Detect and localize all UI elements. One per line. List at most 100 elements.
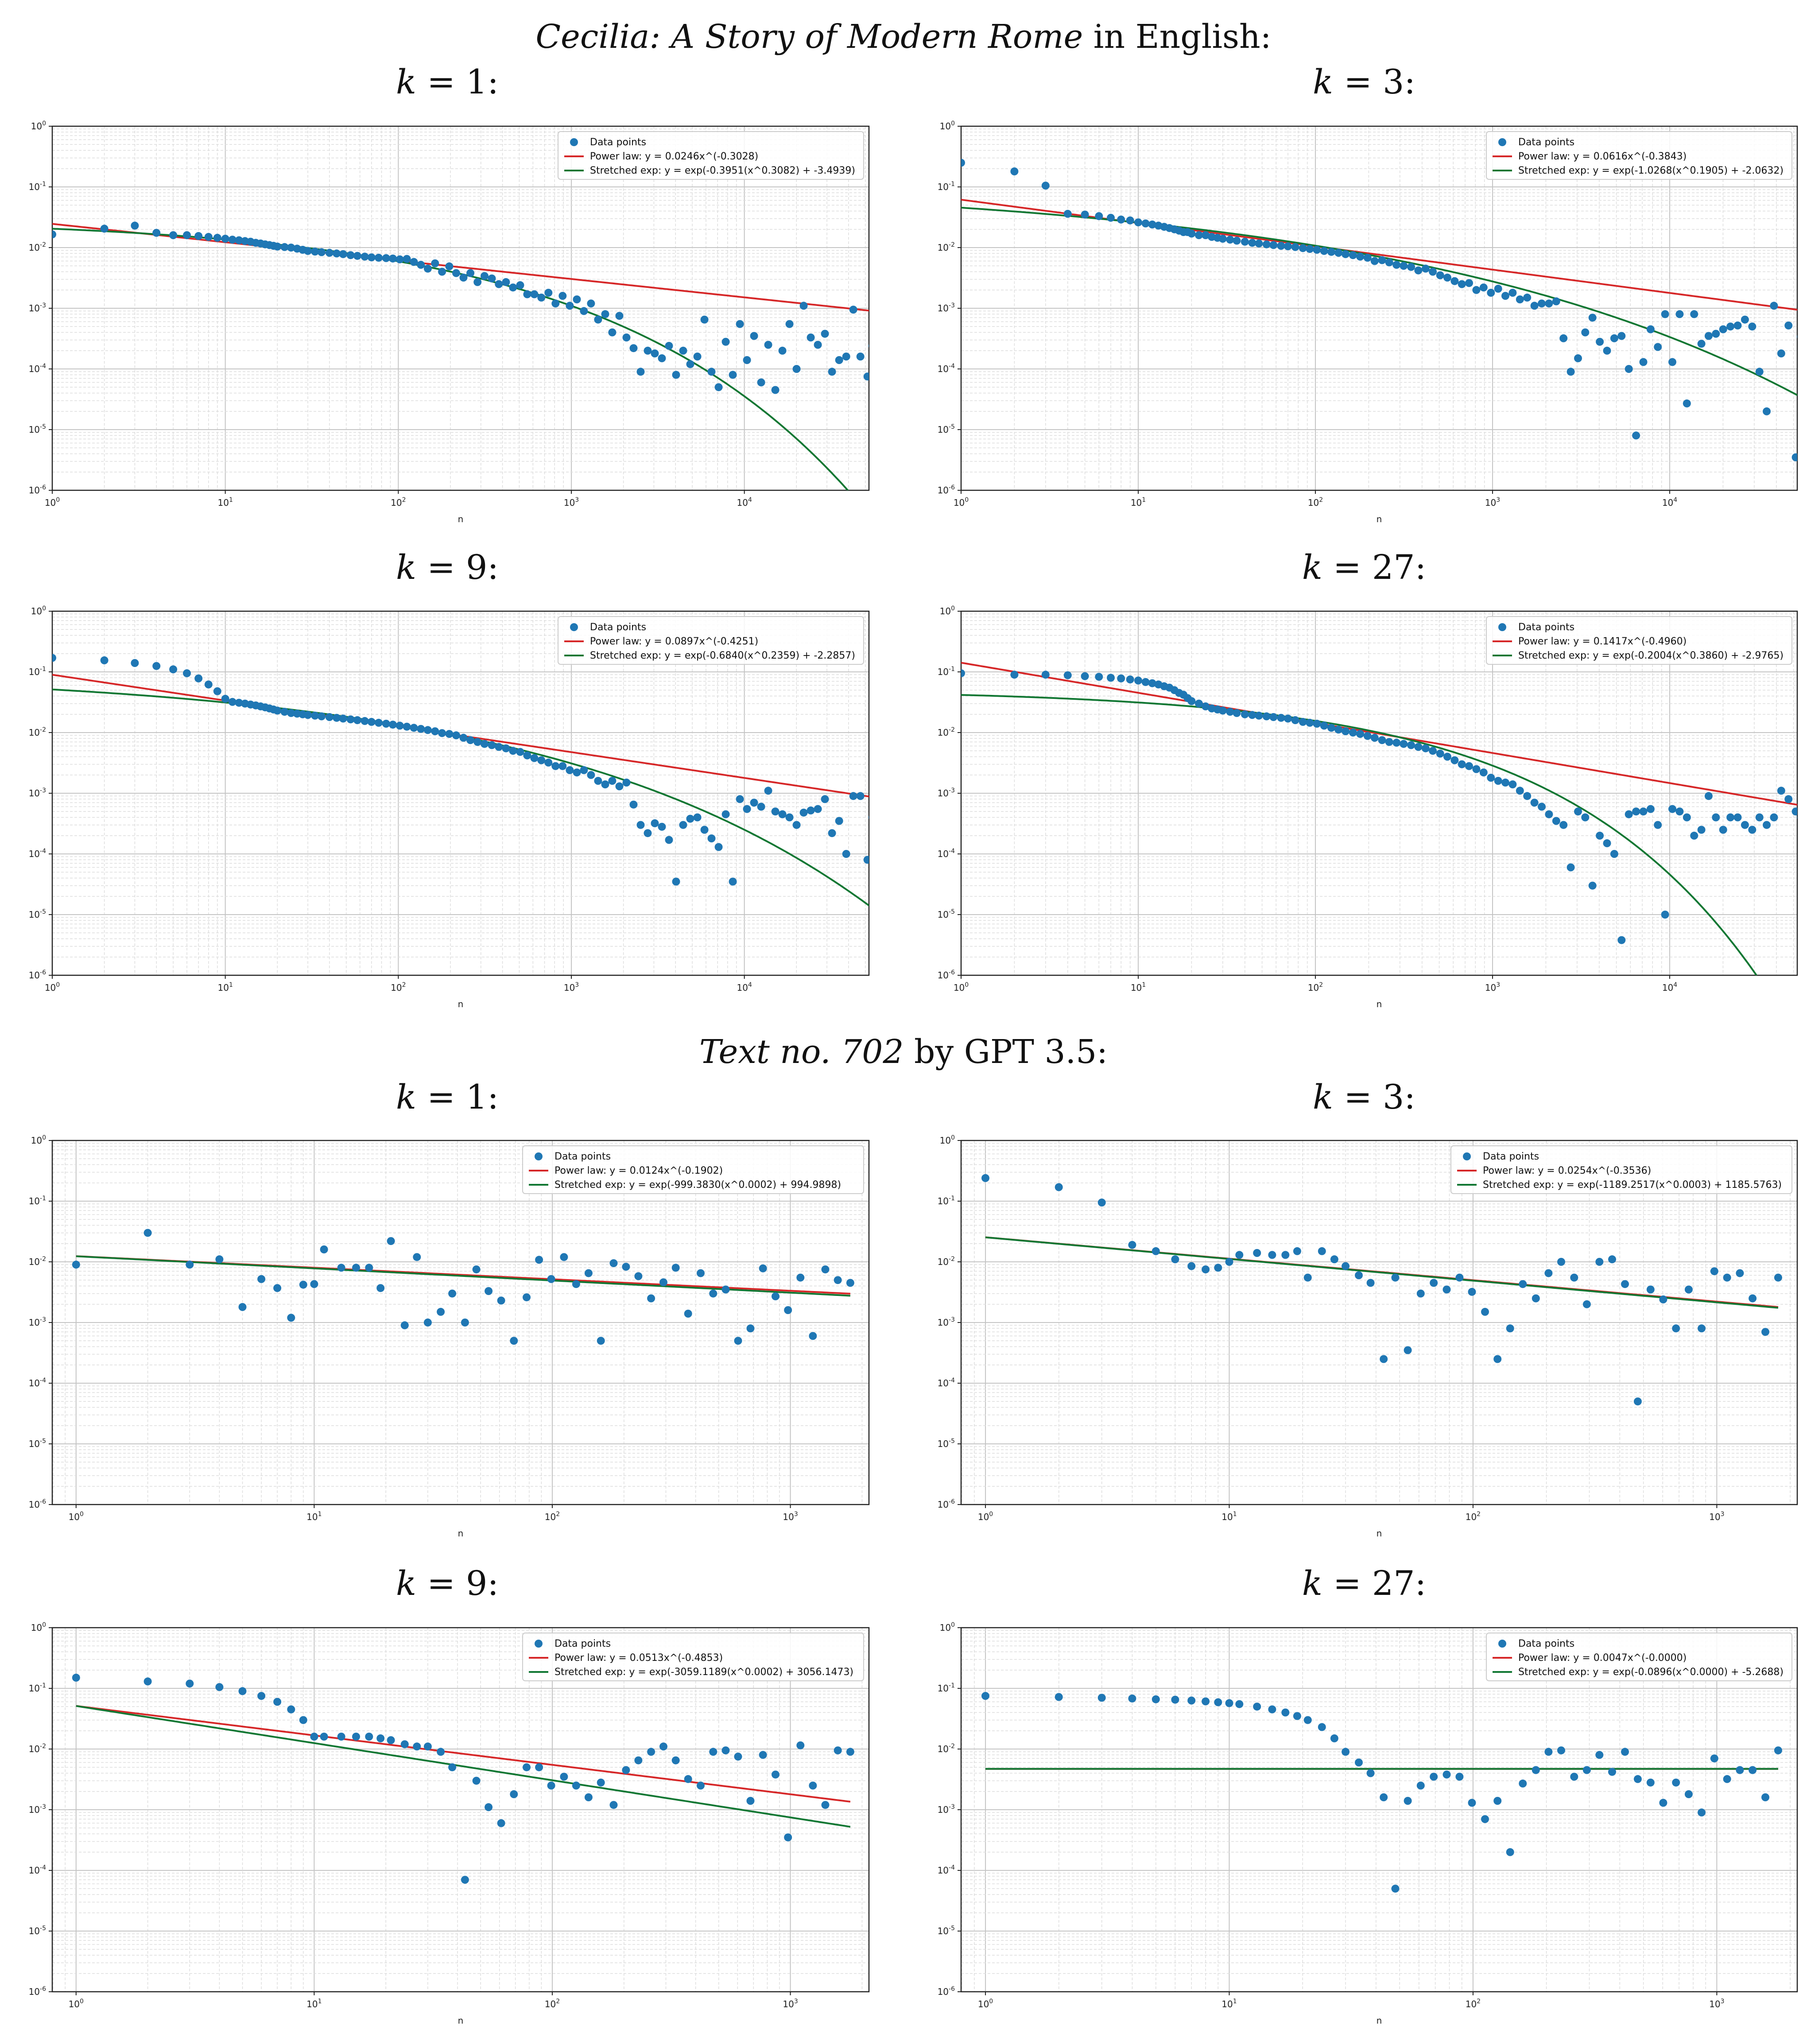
data-point [573,295,581,303]
data-point [273,706,282,715]
chart-cecilia-k3: 100 101 102 103 104 10-6 10-5 10-4 10-3 10-2 10-1 1… [938,120,1798,524]
data-point [1187,229,1196,238]
data-point [497,1296,505,1305]
grid [52,126,869,491]
data-point [1356,252,1365,261]
y-tick-label: 10-4 [29,363,47,374]
data-point [1588,881,1597,890]
data-point [1010,167,1019,175]
data-point [346,251,355,260]
data-points [52,221,869,394]
data-point [1481,1815,1489,1823]
data-point [679,346,687,355]
data-point [1366,1769,1375,1777]
x-tick-label: 102 [1466,1511,1481,1522]
data-point [353,716,361,724]
data-point [1214,1264,1222,1272]
data-point [594,777,602,785]
data-point [1404,1346,1412,1354]
x-tick-label: 100 [45,496,60,508]
data-point [131,221,139,230]
data-point [375,718,383,727]
legend: Data points Power law: y = 0.1417x^(-0.49… [1486,616,1792,665]
section-title-cecilia: Cecilia: A Story of Modern Rome in Engli… [0,18,1807,56]
data-point [651,819,659,827]
legend-label: Stretched exp: y = exp(-999.3830(x^0.000… [555,1179,841,1191]
data-point [523,751,531,760]
grid [961,1627,1797,1992]
data-point [629,800,638,809]
data-point [325,713,333,721]
data-point [714,383,723,392]
data-point [544,758,553,767]
data-point [287,1314,295,1322]
y-tick-label: 10-2 [938,1256,955,1267]
data-point [1284,714,1292,723]
data-point [1726,813,1735,822]
panel-title-eq: = 1: [416,1077,499,1117]
legend: Data points Power law: y = 0.0513x^(-0.48… [522,1633,864,1681]
data-point [1233,709,1241,717]
data-point [799,808,808,817]
data-point [1712,813,1720,822]
data-point [809,1332,817,1340]
x-tick-label: 100 [69,1511,84,1522]
data-point [488,274,496,283]
data-point [721,1746,730,1755]
data-point [1733,813,1742,822]
panel-title: k = 3: [1098,1077,1630,1117]
x-tick-label: 101 [1131,496,1146,508]
data-point [1443,752,1451,761]
data-point [1777,349,1785,357]
data-point [961,669,965,678]
data-point [1479,283,1488,292]
legend: Data points Power law: y = 0.0047x^(-0.00… [1486,1633,1792,1681]
data-point [1675,807,1684,816]
data-point [417,260,425,269]
data-point [410,258,418,266]
data-point [459,733,468,742]
y-tick-label: 10-3 [938,787,955,799]
x-tick-label: 102 [545,1998,560,2009]
data-point [1293,1247,1301,1255]
data-point [1330,1734,1338,1742]
chart-gpt-k3: 100 101 102 103 10-6 10-5 10-4 10-3 10-2 10-1 100 n… [938,1134,1798,1539]
data-point [1672,1778,1680,1787]
section-title-italic: Text no. 702 [699,1033,904,1071]
data-point [143,1229,152,1237]
data-point [721,337,730,346]
data-point [1429,268,1437,276]
data-points [961,159,1797,462]
data-point [721,810,730,818]
data-point [1303,1716,1312,1724]
data-point [1690,831,1698,840]
data-point [1508,289,1517,297]
data-point [1327,248,1335,256]
x-tick-label: 101 [217,981,233,993]
data-point [523,290,531,299]
x-tick-label: 100 [954,496,969,508]
data-point [835,817,843,825]
data-point [72,1261,80,1269]
data-point [771,807,779,816]
data-point [1370,257,1379,265]
data-point [1291,716,1299,724]
data-point [1493,1355,1502,1363]
legend-label: Power law: y = 0.0047x^(-0.0000) [1518,1652,1687,1664]
data-point [169,231,178,239]
y-tick-label: 10-4 [938,848,955,859]
data-point [636,368,645,376]
panel-title-eq: = 9: [416,1563,499,1603]
data-point [784,1306,792,1314]
data-point [834,1746,842,1755]
data-point [1152,1247,1160,1255]
data-point [772,1770,779,1779]
legend-box [1450,1145,1792,1194]
data-point [1570,1273,1578,1282]
legend-label: Stretched exp: y = exp(-0.3951(x^0.3082)… [590,165,855,176]
data-point [622,334,631,341]
x-tick-label: 102 [1308,981,1323,993]
data-point [807,806,815,814]
data-point [1487,774,1495,782]
x-axis-label: n [458,514,464,524]
